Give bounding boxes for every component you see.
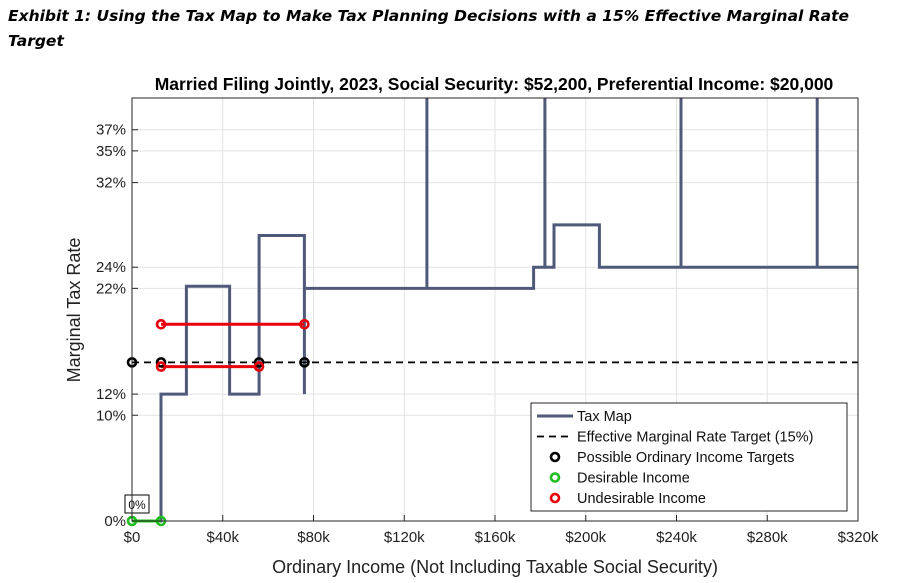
x-tick-label: $160k	[475, 529, 516, 546]
y-tick-label: 10%	[96, 407, 126, 424]
legend-entry-label: Undesirable Income	[577, 491, 706, 507]
annotation-label: 0%	[128, 498, 146, 512]
possible-marker	[299, 357, 310, 368]
chart-title: Married Filing Jointly, 2023, Social Sec…	[155, 74, 834, 94]
legend-entry-label: Effective Marginal Rate Target (15%)	[577, 430, 813, 446]
legend-entry-label: Desirable Income	[577, 471, 690, 487]
x-axis-ticks: $0 $40k $80k $120k $160k $200k $240k $280k $320k	[124, 515, 879, 546]
y-tick-label: 22%	[96, 280, 126, 297]
segment-layer	[132, 322, 305, 523]
legend-box	[530, 402, 848, 512]
y-axis-label: Marginal Tax Rate	[64, 238, 84, 383]
legend-entry-label: Tax Map	[577, 409, 632, 425]
legend-swatch-marker	[549, 492, 561, 504]
possible-marker	[253, 357, 265, 368]
legend-swatch-marker	[549, 451, 561, 463]
x-tick-label: $200k	[565, 529, 606, 546]
possible-marker	[155, 357, 167, 368]
y-axis-ticks: 0% 10% 12% 22% 24% 32% 35% 37%	[96, 122, 138, 530]
y-tick-label: 32%	[96, 175, 126, 192]
y-tick-label: 35%	[96, 143, 126, 160]
x-tick-label: $280k	[747, 529, 788, 546]
legend-swatch-marker	[549, 472, 561, 483]
y-tick-label: 0%	[104, 513, 126, 530]
y-tick-label: 12%	[96, 386, 126, 403]
legend-entry-label: Possible Ordinary Income Targets	[577, 450, 794, 466]
marker-layer	[126, 319, 310, 527]
series-layer	[132, 98, 858, 523]
x-tick-label: $120k	[384, 529, 425, 546]
undesirable-marker	[155, 361, 167, 372]
y-tick-label: 37%	[96, 122, 126, 139]
legend: Tax Map Effective Marginal Rate Target (1…	[530, 402, 848, 512]
undesirable-marker	[155, 319, 167, 330]
annotation-layer: 0%	[124, 494, 150, 514]
x-tick-label: $40k	[206, 529, 239, 546]
exhibit-title: Exhibit 1: Using the Tax Map to Make Tax…	[8, 7, 850, 50]
undesirable-marker	[299, 319, 310, 330]
x-axis-label: Ordinary Income (Not Including Taxable S…	[272, 557, 718, 577]
y-tick-label: 24%	[96, 259, 126, 276]
tax-map-line	[132, 98, 858, 523]
x-tick-label: $320k	[838, 529, 879, 546]
x-tick-label: $240k	[656, 529, 697, 546]
x-tick-label: $80k	[297, 529, 330, 546]
undesirable-marker	[253, 361, 265, 372]
annotation-box	[124, 494, 150, 514]
x-tick-label: $0	[124, 529, 141, 546]
